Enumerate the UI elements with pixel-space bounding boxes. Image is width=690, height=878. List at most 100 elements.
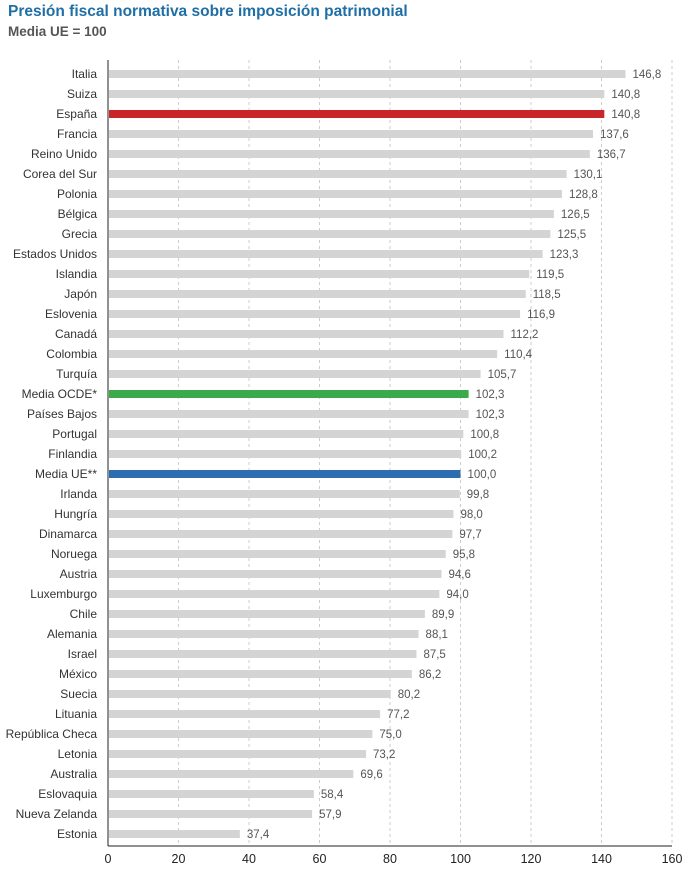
x-tick-label: 80 xyxy=(383,852,397,866)
category-labels: Italia Suiza España Francia Reino Unido Corea… xyxy=(6,67,98,841)
data-label: 95,8 xyxy=(453,549,475,561)
bar xyxy=(109,190,563,198)
category-label: Eslovaquia xyxy=(38,787,97,801)
bar xyxy=(109,750,367,758)
bar xyxy=(109,630,419,638)
data-label: 146,8 xyxy=(632,69,661,81)
bar xyxy=(109,430,464,438)
category-label: Austria xyxy=(60,567,98,581)
bar xyxy=(109,650,417,658)
data-label: 125,5 xyxy=(557,229,586,241)
bars xyxy=(109,70,626,838)
data-label: 99,8 xyxy=(467,489,489,501)
bar xyxy=(109,310,521,318)
data-label: 100,2 xyxy=(468,449,497,461)
category-label: Luxemburgo xyxy=(30,587,97,601)
data-label: 130,1 xyxy=(574,169,603,181)
data-label: 119,5 xyxy=(536,269,564,281)
data-label: 89,9 xyxy=(432,609,454,621)
bar xyxy=(109,710,381,718)
bar xyxy=(109,150,590,158)
bar xyxy=(109,730,373,738)
category-label: Islandia xyxy=(56,267,98,281)
category-label: Nueva Zelanda xyxy=(16,807,98,821)
category-label: Letonia xyxy=(58,747,98,761)
x-axis: 0 20 40 60 80 100 120 140 160 xyxy=(105,60,682,866)
bar xyxy=(109,390,469,398)
data-label: 140,8 xyxy=(611,109,640,121)
x-tick-label: 40 xyxy=(242,852,256,866)
category-label: Lituania xyxy=(55,707,97,721)
value-labels: 146,8 140,8 140,8 137,6 136,7 130,1 128,8 126,5… xyxy=(247,69,661,841)
data-label: 110,4 xyxy=(504,349,533,361)
x-tick-label: 60 xyxy=(313,852,327,866)
category-label: Australia xyxy=(50,767,97,781)
category-label: Colombia xyxy=(46,347,97,361)
bar xyxy=(109,530,453,538)
bar xyxy=(109,130,594,138)
category-label: Reino Unido xyxy=(31,147,97,161)
data-label: 75,0 xyxy=(379,729,401,741)
x-tick-label: 140 xyxy=(591,852,612,866)
data-label: 87,5 xyxy=(423,649,445,661)
data-label: 94,6 xyxy=(448,569,470,581)
category-label: Finlandia xyxy=(48,447,97,461)
bar xyxy=(109,450,462,458)
data-label: 94,0 xyxy=(446,589,468,601)
bar xyxy=(109,170,567,178)
data-label: 100,0 xyxy=(468,469,497,481)
category-label: Irlanda xyxy=(60,487,97,501)
data-label: 140,8 xyxy=(611,89,640,101)
category-label: Estonia xyxy=(57,827,97,841)
bar xyxy=(109,790,314,798)
category-label: México xyxy=(59,667,97,681)
data-label: 88,1 xyxy=(426,629,448,641)
data-label: 58,4 xyxy=(321,789,344,801)
category-label: Chile xyxy=(70,607,98,621)
data-label: 73,2 xyxy=(373,749,395,761)
data-label: 100,8 xyxy=(470,429,499,441)
category-label: Corea del Sur xyxy=(23,167,97,181)
category-label: Eslovenia xyxy=(45,307,97,321)
bar xyxy=(109,670,412,678)
bar xyxy=(109,830,240,838)
category-label: Turquía xyxy=(56,367,97,381)
bar xyxy=(109,590,440,598)
bar xyxy=(109,330,504,338)
data-label: 102,3 xyxy=(476,389,505,401)
data-label: 126,5 xyxy=(561,209,590,221)
data-label: 69,6 xyxy=(360,769,382,781)
bar xyxy=(109,210,554,218)
data-label: 57,9 xyxy=(319,809,341,821)
category-label: República Checa xyxy=(6,727,98,741)
category-label: España xyxy=(56,107,97,121)
bar xyxy=(109,270,530,278)
category-label: Estados Unidos xyxy=(13,247,97,261)
category-label: Noruega xyxy=(51,547,97,561)
category-label: Suiza xyxy=(67,87,97,101)
category-label: Países Bajos xyxy=(27,407,97,421)
bar xyxy=(109,810,313,818)
bar xyxy=(109,370,481,378)
category-label: Hungría xyxy=(54,507,97,521)
x-tick-label: 100 xyxy=(450,852,471,866)
category-label: Grecia xyxy=(62,227,98,241)
chart-subtitle: Media UE = 100 xyxy=(8,24,107,39)
category-label: Suecia xyxy=(60,687,97,701)
bar xyxy=(109,110,605,118)
bar xyxy=(109,570,442,578)
bar xyxy=(109,70,626,78)
x-tick-label: 120 xyxy=(521,852,542,866)
bar xyxy=(109,470,461,478)
chart-title: Presión fiscal normativa sobre imposició… xyxy=(8,3,408,20)
category-label: Israel xyxy=(68,647,97,661)
data-label: 118,5 xyxy=(533,289,561,301)
category-label: Canadá xyxy=(55,327,97,341)
category-label: Bélgica xyxy=(58,207,98,221)
category-label: Dinamarca xyxy=(39,527,97,541)
data-label: 128,8 xyxy=(569,189,598,201)
bar xyxy=(109,230,551,238)
data-label: 98,0 xyxy=(460,509,482,521)
bar xyxy=(109,490,460,498)
